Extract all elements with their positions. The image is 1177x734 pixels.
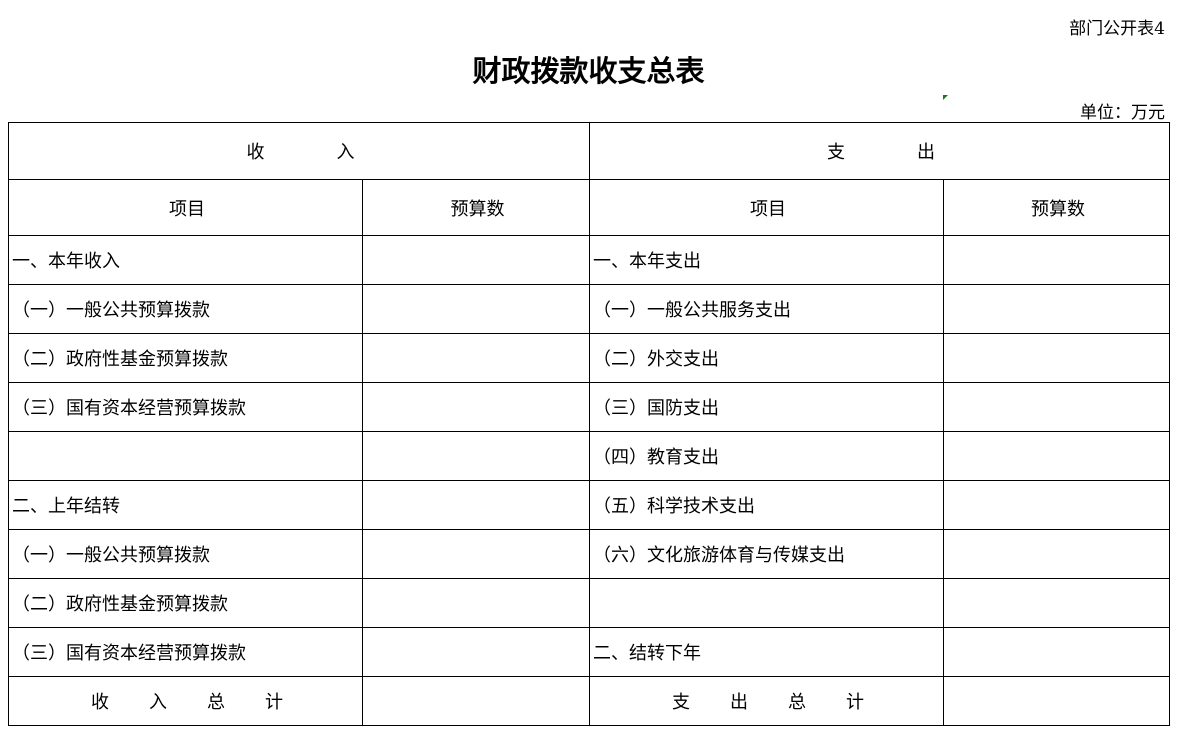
- column-header-row: 项目 预算数 项目 预算数: [8, 179, 1170, 236]
- unit-label: 单位：万元: [1080, 103, 1165, 123]
- expense-budget-cell[interactable]: [943, 235, 1170, 285]
- expense-budget-cell[interactable]: [943, 627, 1170, 677]
- totals-row: 收入总计 支出总计: [8, 676, 1170, 726]
- expense-item-cell: （六）文化旅游体育与传媒支出: [589, 529, 944, 579]
- table-row: （一）一般公共预算拨款 （六）文化旅游体育与传媒支出: [8, 529, 1170, 579]
- expense-item-cell: （四）教育支出: [589, 431, 944, 481]
- expense-total-value[interactable]: [943, 676, 1170, 726]
- expense-item-cell: [589, 578, 944, 628]
- table-row: （三）国有资本经营预算拨款 二、结转下年: [8, 627, 1170, 677]
- income-budget-cell[interactable]: [362, 431, 590, 481]
- table-row: （二）政府性基金预算拨款 （二）外交支出: [8, 333, 1170, 383]
- page-title: 财政拨款收支总表: [472, 54, 705, 88]
- income-item-cell: （三）国有资本经营预算拨款: [8, 382, 363, 432]
- expense-budget-cell[interactable]: [943, 333, 1170, 383]
- income-budget-cell[interactable]: [362, 333, 590, 383]
- income-item-header: 项目: [8, 179, 363, 236]
- budget-table: 收入 支出 项目 预算数 项目 预算数 一、本年收入 一、本年支出 （一）一般公共预…: [8, 122, 1170, 726]
- income-item-cell: （二）政府性基金预算拨款: [8, 578, 363, 628]
- income-item-cell: [8, 431, 363, 481]
- income-budget-header: 预算数: [362, 179, 590, 236]
- income-budget-cell[interactable]: [362, 382, 590, 432]
- expense-budget-cell[interactable]: [943, 382, 1170, 432]
- expense-header: 支出: [589, 122, 1170, 180]
- expense-budget-cell[interactable]: [943, 578, 1170, 628]
- expense-item-header: 项目: [589, 179, 944, 236]
- income-header: 收入: [8, 122, 590, 180]
- income-budget-cell[interactable]: [362, 284, 590, 334]
- table-row: 一、本年收入 一、本年支出: [8, 235, 1170, 285]
- table-row: 二、上年结转 （五）科学技术支出: [8, 480, 1170, 530]
- income-item-cell: 一、本年收入: [8, 235, 363, 285]
- expense-budget-cell[interactable]: [943, 284, 1170, 334]
- expense-item-cell: （三）国防支出: [589, 382, 944, 432]
- income-total-value[interactable]: [362, 676, 590, 726]
- table-row: （二）政府性基金预算拨款: [8, 578, 1170, 628]
- income-budget-cell[interactable]: [362, 627, 590, 677]
- income-item-cell: （一）一般公共预算拨款: [8, 284, 363, 334]
- income-budget-cell[interactable]: [362, 480, 590, 530]
- expense-item-cell: 一、本年支出: [589, 235, 944, 285]
- expense-budget-cell[interactable]: [943, 431, 1170, 481]
- expense-total-label: 支出总计: [589, 676, 944, 726]
- income-item-cell: （一）一般公共预算拨款: [8, 529, 363, 579]
- income-item-cell: （二）政府性基金预算拨款: [8, 333, 363, 383]
- expense-budget-header: 预算数: [943, 179, 1170, 236]
- form-number: 部门公开表4: [1069, 19, 1165, 39]
- income-budget-cell[interactable]: [362, 235, 590, 285]
- expense-item-cell: （一）一般公共服务支出: [589, 284, 944, 334]
- income-budget-cell[interactable]: [362, 578, 590, 628]
- table-row: （三）国有资本经营预算拨款 （三）国防支出: [8, 382, 1170, 432]
- income-item-cell: （三）国有资本经营预算拨款: [8, 627, 363, 677]
- expense-item-cell: （五）科学技术支出: [589, 480, 944, 530]
- comment-marker-icon: [943, 95, 948, 100]
- income-budget-cell[interactable]: [362, 529, 590, 579]
- income-item-cell: 二、上年结转: [8, 480, 363, 530]
- income-total-label: 收入总计: [8, 676, 363, 726]
- expense-item-cell: 二、结转下年: [589, 627, 944, 677]
- expense-budget-cell[interactable]: [943, 529, 1170, 579]
- table-row: （一）一般公共预算拨款 （一）一般公共服务支出: [8, 284, 1170, 334]
- table-row: （四）教育支出: [8, 431, 1170, 481]
- expense-item-cell: （二）外交支出: [589, 333, 944, 383]
- expense-budget-cell[interactable]: [943, 480, 1170, 530]
- section-header-row: 收入 支出: [8, 122, 1170, 180]
